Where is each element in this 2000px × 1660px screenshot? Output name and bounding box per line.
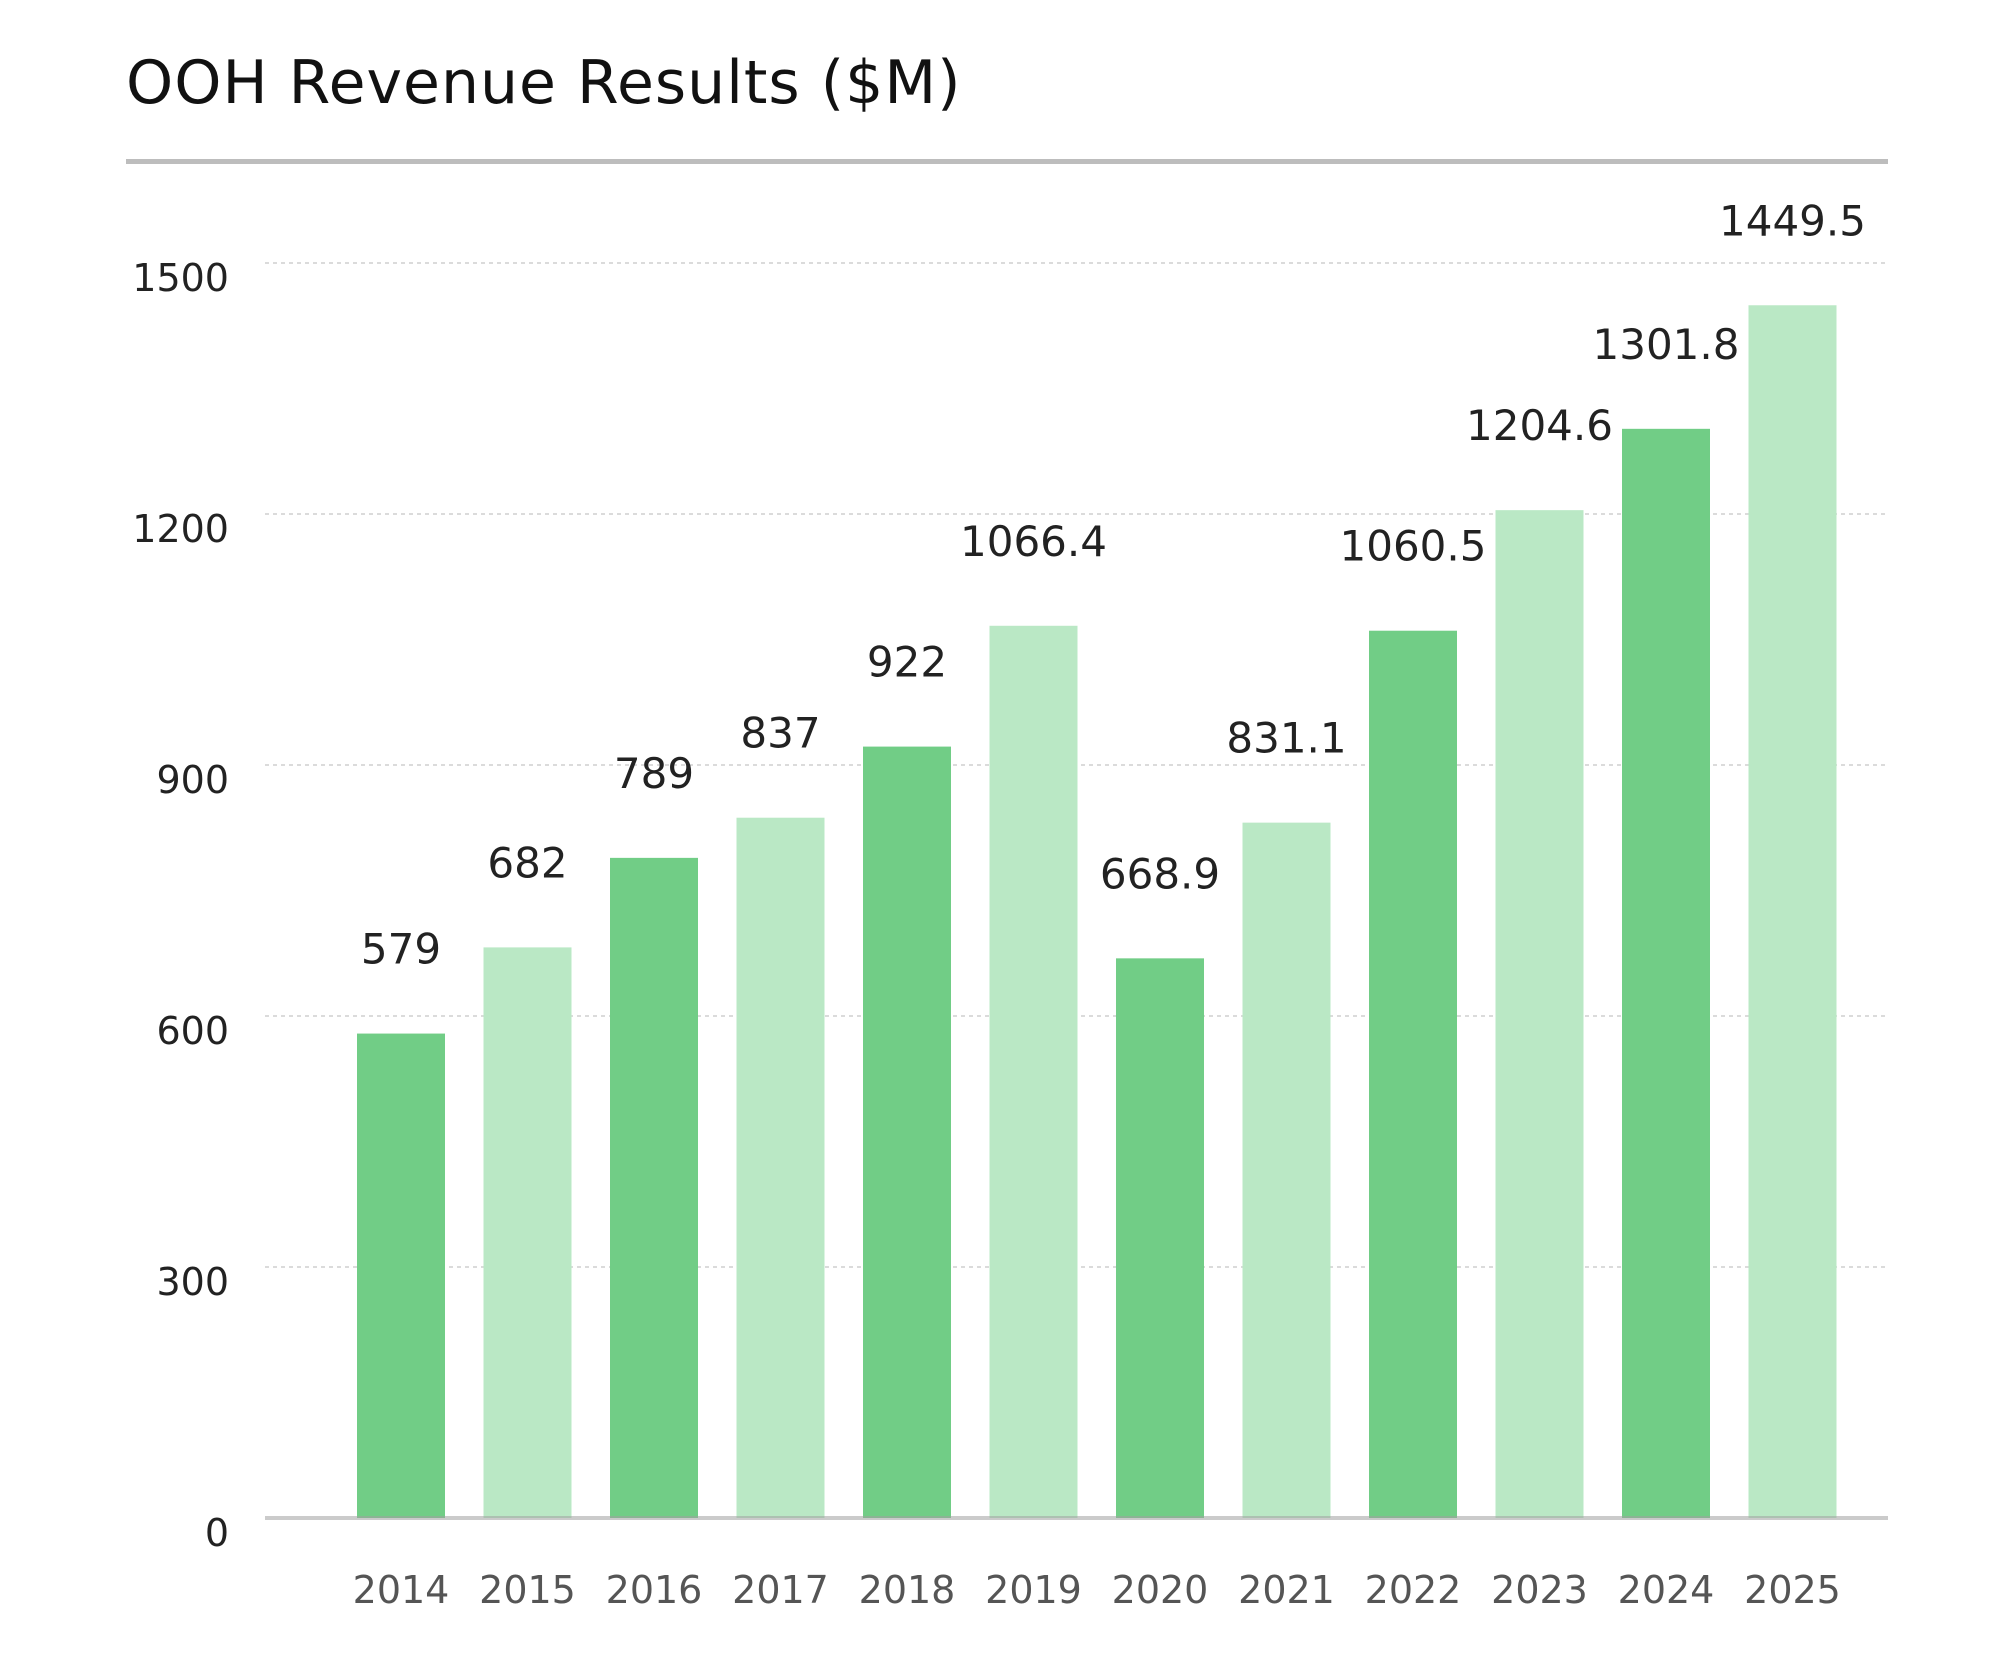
bar-2015 <box>483 947 572 1518</box>
bar-2021 <box>1242 822 1331 1518</box>
data-label: 579 <box>361 925 441 974</box>
bar-2024 <box>1622 428 1710 1518</box>
y-tick-label: 600 <box>156 1009 229 1053</box>
data-label: 1301.8 <box>1593 320 1740 369</box>
x-tick-label: 2016 <box>606 1568 703 1612</box>
data-label: 837 <box>740 709 820 758</box>
x-tick-label: 2025 <box>1744 1568 1841 1612</box>
data-label: 682 <box>487 838 567 887</box>
y-tick-label: 1500 <box>132 256 229 300</box>
bar-2020 <box>1116 958 1204 1518</box>
bar-2025 <box>1748 305 1837 1518</box>
bar-2014 <box>357 1033 445 1518</box>
x-tick-label: 2021 <box>1238 1568 1335 1612</box>
data-label: 668.9 <box>1100 849 1220 898</box>
bar-2023 <box>1495 510 1584 1518</box>
data-label: 1066.4 <box>960 517 1107 566</box>
bar-2017 <box>736 817 825 1518</box>
y-tick-label: 300 <box>156 1260 229 1304</box>
x-tick-label: 2020 <box>1112 1568 1209 1612</box>
x-tick-label: 2018 <box>859 1568 956 1612</box>
x-tick-label: 2015 <box>479 1568 576 1612</box>
x-tick-label: 2019 <box>985 1568 1082 1612</box>
x-tick-label: 2023 <box>1491 1568 1588 1612</box>
data-label: 831.1 <box>1226 714 1346 763</box>
data-label: 789 <box>614 749 694 798</box>
bar-2018 <box>863 746 951 1518</box>
x-tick-label: 2022 <box>1365 1568 1462 1612</box>
data-label: 1204.6 <box>1466 401 1613 450</box>
y-tick-label: 0 <box>205 1511 229 1555</box>
x-tick-label: 2014 <box>353 1568 450 1612</box>
data-label: 922 <box>867 638 947 687</box>
x-tick-label: 2024 <box>1618 1568 1715 1612</box>
title-divider <box>126 159 1888 164</box>
x-tick-label: 2017 <box>732 1568 829 1612</box>
bar-2016 <box>610 857 698 1518</box>
chart-title: OOH Revenue Results ($M) <box>126 48 962 118</box>
data-label: 1449.5 <box>1719 196 1866 245</box>
bar-2022 <box>1369 630 1457 1518</box>
y-tick-label: 900 <box>156 758 229 802</box>
y-tick-label: 1200 <box>132 507 229 551</box>
data-label: 1060.5 <box>1340 522 1487 571</box>
bar-2019 <box>989 625 1078 1518</box>
